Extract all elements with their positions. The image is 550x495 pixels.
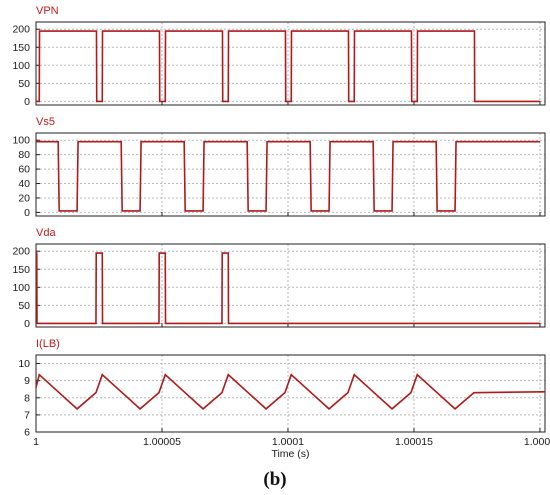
y-tick-label: 100: [12, 135, 30, 147]
figure-caption: (b): [263, 469, 286, 490]
y-tick-label: 100: [12, 282, 30, 294]
series-line-ilb: [35, 373, 546, 410]
y-tick-label: 80: [18, 149, 30, 161]
series-line-vda: [35, 252, 540, 325]
y-tick-label: 8: [24, 392, 30, 404]
y-tick-label: 0: [24, 207, 30, 219]
panel-title: Vda: [36, 227, 56, 239]
y-tick-label: 7: [24, 409, 30, 421]
panel-title: Vs5: [36, 116, 55, 128]
plot-frame: [35, 243, 546, 328]
panel-ilb: I(LB) 6 7 8 9 10 1 1.00005 1.0001 1.00015 1.0002 Ti…: [18, 338, 550, 460]
y-tick-label: 20: [18, 192, 30, 204]
y-tick-label: 200: [12, 24, 30, 36]
plot-frame: [35, 354, 546, 433]
y-tick-label: 0: [24, 96, 30, 108]
x-axis-label: Time (s): [271, 448, 309, 460]
panel-vpn: VPN 0 50 100 150 200: [12, 5, 546, 108]
y-tick-label: 100: [12, 60, 30, 72]
series-line-vpn: [36, 30, 540, 103]
y-tick-label: 0: [24, 318, 30, 330]
panel-vda: Vda 0 50 100 150 200: [12, 227, 546, 330]
y-tick-label: 40: [18, 178, 30, 190]
panel-title: I(LB): [36, 338, 60, 350]
plot-frame: [35, 132, 546, 217]
plot-frame: [35, 21, 546, 106]
x-tick-label: 1.00015: [395, 436, 433, 448]
y-tick-label: 50: [18, 78, 30, 90]
y-tick-label: 50: [18, 300, 30, 312]
x-tick-label: 1.00005: [143, 436, 181, 448]
series-line-vs5: [36, 140, 540, 212]
y-tick-label: 200: [12, 246, 30, 258]
y-tick-label: 10: [18, 358, 30, 370]
x-tick-label: 1: [33, 436, 39, 448]
y-tick-label: 150: [12, 42, 30, 54]
y-tick-label: 9: [24, 375, 30, 387]
panel-title: VPN: [36, 5, 59, 17]
y-tick-label: 60: [18, 164, 30, 176]
panel-vs5: Vs5 0 20 40 60 80 100: [12, 116, 546, 219]
x-tick-label: 1.0001: [272, 436, 304, 448]
x-tick-label: 1.0002: [524, 436, 550, 448]
y-tick-label: 150: [12, 264, 30, 276]
y-tick-label: 6: [24, 427, 30, 439]
